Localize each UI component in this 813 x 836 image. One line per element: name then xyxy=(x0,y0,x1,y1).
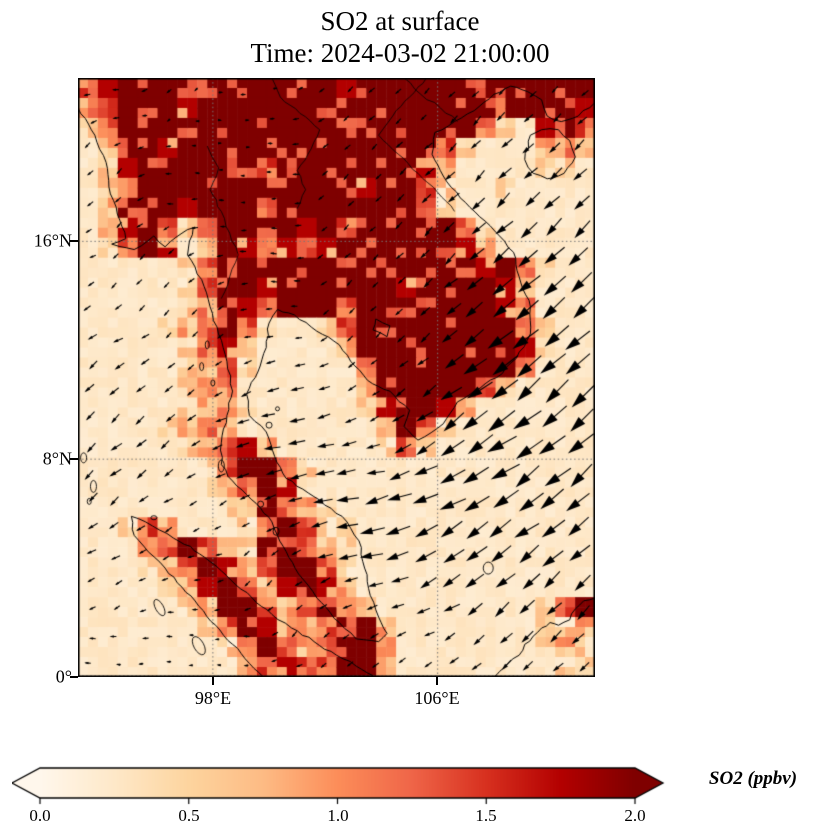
cbar-tick-0.5: 0.5 xyxy=(178,806,200,825)
xtick-98e: 98°E xyxy=(194,688,232,708)
ytick-0: 0° xyxy=(55,666,72,687)
ytick-8n: 8°N xyxy=(42,448,72,469)
xtick-106e: 106°E xyxy=(414,688,460,708)
colorbar xyxy=(12,766,675,811)
cbar-tick-1.5: 1.5 xyxy=(475,806,497,825)
map-plot-area xyxy=(78,78,595,677)
chart-subtitle-time: Time: 2024-03-02 21:00:00 xyxy=(250,38,550,68)
colorbar-unit-label: SO2 (ppbv) xyxy=(708,768,798,789)
ytick-mark xyxy=(70,240,78,242)
ytick-mark xyxy=(70,676,78,678)
chart-title: SO2 at surface xyxy=(320,6,480,36)
so2-map-canvas xyxy=(78,78,595,677)
cbar-tick-1.0: 1.0 xyxy=(327,806,349,825)
colorbar-canvas xyxy=(12,766,675,806)
ytick-mark xyxy=(70,458,78,460)
xtick-mark xyxy=(212,677,214,685)
xtick-mark xyxy=(436,677,438,685)
cbar-tick-0.0: 0.0 xyxy=(29,806,51,825)
ytick-16n: 16°N xyxy=(33,230,72,251)
cbar-tick-2.0: 2.0 xyxy=(624,806,646,825)
